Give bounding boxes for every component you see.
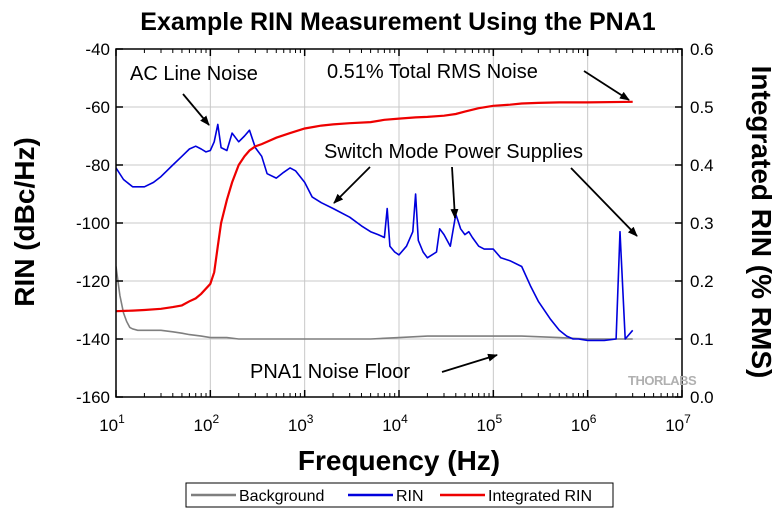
y-left-tick-label: -100	[76, 214, 110, 233]
y-right-tick-label: 0.4	[690, 156, 714, 175]
legend-label-background: Background	[239, 488, 324, 505]
series-line-rin	[116, 123, 634, 342]
y-right-tick-label: 0.5	[690, 98, 714, 117]
annotations: AC Line Noise 0.51% Total RMS Noise Swit…	[130, 61, 698, 388]
legend-label-integrated-rin: Integrated RIN	[488, 488, 592, 505]
chart-title: Example RIN Measurement Using the PNA1	[140, 8, 656, 36]
x-tick-label: 102	[194, 412, 220, 435]
y-left-tick-label: -120	[76, 272, 110, 291]
y-axis-label-left: RIN (dBc/Hz)	[9, 137, 40, 307]
y-left-tick-label: -160	[76, 388, 110, 407]
x-axis-label: Frequency (Hz)	[298, 445, 500, 476]
y-right-tick-label: 0.1	[690, 330, 714, 349]
y-left-tick-label: -140	[76, 330, 110, 349]
axis-ticks: 101 102 103 104 105 106 107 -40 -60 -80 -100 -120 -1…	[76, 40, 714, 435]
legend-label-rin: RIN	[396, 488, 424, 505]
arrow-noise-floor	[441, 353, 498, 373]
y-left-tick-label: -60	[85, 98, 110, 117]
arrow-ac-line-noise	[182, 93, 210, 126]
thorlabs-watermark: THORLABS	[628, 373, 697, 388]
y-axis-label-right: Integrated RIN (% RMS)	[746, 66, 777, 379]
x-tick-label: 101	[99, 412, 125, 435]
y-left-tick-label: -80	[85, 156, 110, 175]
legend-box	[185, 482, 614, 508]
x-tick-label: 105	[477, 412, 503, 435]
annotation-ac-line-noise: AC Line Noise	[130, 63, 258, 85]
arrow-switch-mode-1	[333, 166, 371, 204]
legend: Background RIN Integrated RIN	[185, 482, 614, 508]
series-line-integrated-rin	[116, 100, 633, 313]
annotation-total-rms-noise: 0.51% Total RMS Noise	[327, 61, 538, 83]
arrow-total-rms-noise	[583, 70, 630, 101]
x-tick-label: 103	[288, 412, 314, 435]
x-tick-label: 107	[665, 412, 691, 435]
annotation-switch-mode-power-supplies: Switch Mode Power Supplies	[324, 141, 583, 163]
annotation-pna1-noise-floor: PNA1 Noise Floor	[250, 361, 410, 383]
y-right-tick-label: 0.3	[690, 214, 714, 233]
x-tick-label: 106	[571, 412, 597, 435]
y-left-tick-label: -40	[85, 40, 110, 59]
y-right-tick-label: 0.0	[690, 388, 714, 407]
x-tick-label: 104	[382, 412, 408, 435]
series-line-background	[116, 266, 633, 340]
arrow-switch-mode-2	[450, 166, 459, 219]
y-right-tick-label: 0.2	[690, 272, 714, 291]
arrow-switch-mode-3	[570, 167, 638, 237]
y-right-tick-label: 0.6	[690, 40, 714, 59]
